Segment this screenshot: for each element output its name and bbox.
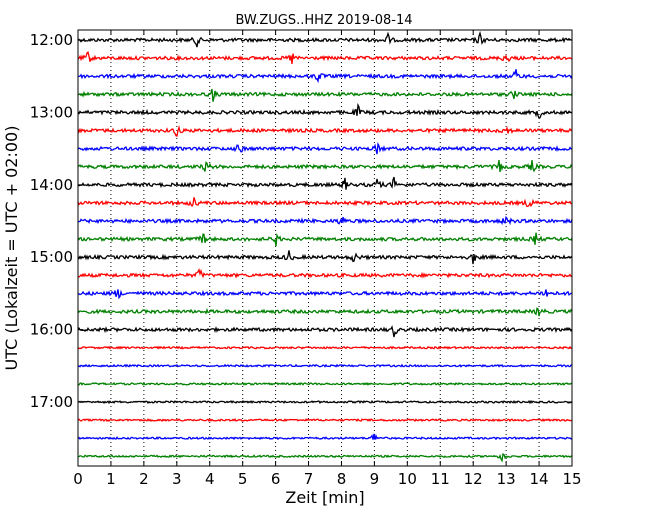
grid-lines	[110, 30, 540, 466]
x-tick-label: 3	[172, 470, 182, 488]
chart-title: BW.ZUGS..HHZ 2019-08-14	[235, 13, 412, 28]
x-axis-label: Zeit [min]	[285, 488, 364, 507]
trace-line	[77, 102, 573, 119]
trace-line	[77, 159, 573, 173]
y-tick-label: 14:00	[30, 176, 73, 194]
trace-line	[77, 250, 573, 265]
trace-line	[77, 197, 573, 208]
trace-line	[77, 176, 573, 190]
x-tick-label: 2	[139, 470, 149, 488]
trace-line	[77, 232, 573, 247]
x-tick-label: 5	[238, 470, 248, 488]
y-tick-label: 15:00	[30, 248, 73, 266]
x-tick-label: 4	[205, 470, 215, 488]
trace-line	[77, 418, 573, 423]
x-tick-label: 13	[497, 470, 516, 488]
trace-line	[77, 88, 573, 102]
trace-line	[77, 325, 573, 338]
trace-line	[77, 433, 573, 441]
trace-line	[77, 307, 573, 317]
trace-line	[77, 141, 572, 155]
x-tick-label: 7	[304, 470, 314, 488]
trace-line	[77, 30, 573, 48]
trace-line	[77, 363, 573, 368]
trace-line	[77, 399, 573, 405]
x-axis-ticks: 0 1 2 3 4 5 6 7 8 9 10 11 12 13 14 15	[73, 30, 582, 488]
seismogram-traces	[77, 30, 573, 463]
trace-line	[77, 381, 573, 386]
x-tick-label: 15	[562, 470, 581, 488]
x-tick-label: 0	[73, 470, 83, 488]
x-tick-label: 10	[398, 470, 417, 488]
trace-line	[77, 268, 573, 279]
y-tick-label: 17:00	[30, 393, 73, 411]
y-tick-label: 12:00	[30, 31, 73, 49]
trace-line	[77, 69, 573, 84]
y-tick-label: 13:00	[30, 103, 73, 121]
y-axis-ticks: 12:00 13:00 14:00 15:00 16:00 17:00	[30, 31, 572, 411]
trace-line	[77, 289, 573, 300]
y-axis-label: UTC (Lokalzeit = UTC + 02:00)	[2, 126, 21, 371]
x-tick-label: 14	[530, 470, 549, 488]
trace-line	[77, 215, 573, 226]
x-tick-label: 11	[431, 470, 450, 488]
plot-frame	[77, 29, 573, 467]
trace-line	[77, 452, 573, 463]
y-tick-label: 16:00	[30, 321, 73, 339]
x-tick-label: 9	[370, 470, 380, 488]
x-tick-label: 12	[464, 470, 483, 488]
trace-line	[77, 345, 573, 350]
trace-line	[77, 51, 573, 64]
x-tick-label: 1	[106, 470, 116, 488]
x-tick-label: 6	[271, 470, 281, 488]
trace-line	[77, 124, 573, 137]
x-tick-label: 8	[337, 470, 347, 488]
